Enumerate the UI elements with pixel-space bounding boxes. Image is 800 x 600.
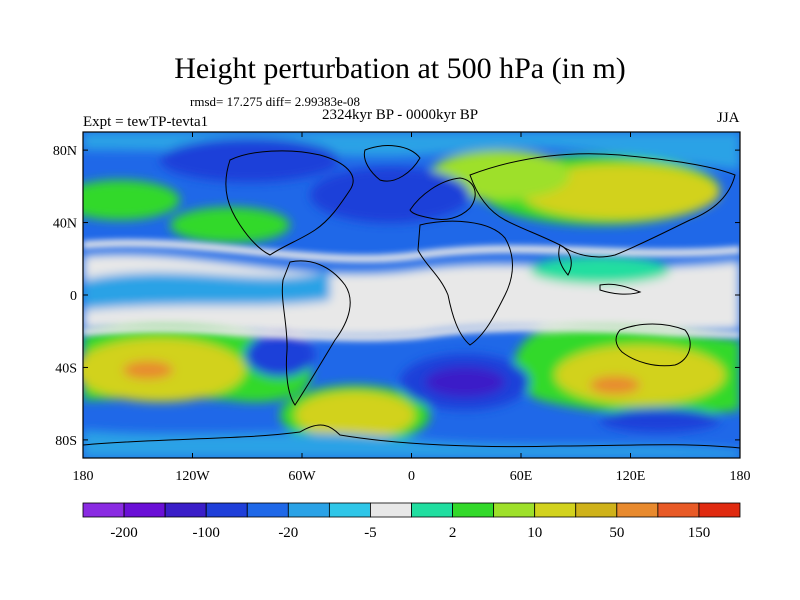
colorbar-swatch (411, 502, 453, 518)
lat-tick-label: 80S (55, 434, 77, 449)
colorbar-label: 10 (527, 525, 542, 541)
statistics-text: rmsd= 17.275 diff= 2.99383e-08 (190, 94, 361, 109)
colorbar-swatch (287, 502, 330, 518)
map-title: Height perturbation at 500 hPa (in m) (174, 52, 626, 85)
colorbar-swatch (575, 502, 618, 518)
colorbar-label: 50 (609, 525, 624, 541)
colorbar-swatch (616, 502, 659, 518)
period-text: 2324kyr BP - 0000kyr BP (322, 107, 479, 123)
colorbar-label: 2 (449, 525, 457, 541)
lon-tick-label: 0 (408, 469, 415, 484)
colorbar-swatch (534, 502, 577, 518)
lat-tick-label: 80N (53, 144, 77, 159)
colorbar-swatch (698, 502, 741, 518)
colorbar-label: -100 (192, 525, 220, 541)
lon-tick-label: 60E (510, 469, 533, 484)
experiment-label: Expt = tewTP-tevta1 (83, 114, 209, 130)
lon-tick-label: 180 (73, 469, 94, 484)
colorbar-swatch (82, 502, 125, 518)
colorbar-swatch (370, 502, 412, 518)
lat-tick-label: 40S (55, 361, 77, 376)
colorbar-swatch (205, 502, 248, 518)
latitude-axis: 80N 40N 0 40S 80S (53, 144, 740, 449)
colorbar-label: -20 (278, 525, 298, 541)
colorbar-swatch (657, 502, 700, 518)
season-label: JJA (717, 110, 740, 126)
colorbar-label: -200 (110, 525, 138, 541)
coastlines (83, 145, 740, 449)
lon-tick-label: 60W (288, 469, 316, 484)
lon-tick-label: 120E (616, 469, 646, 484)
colorbar-label: 150 (688, 525, 711, 541)
height-field (83, 132, 740, 458)
lat-tick-label: 40N (53, 217, 77, 232)
colorbar-label: -5 (364, 525, 377, 541)
colorbar-swatch (328, 502, 371, 518)
lon-tick-label: 120W (175, 469, 210, 484)
lon-tick-label: 180 (730, 469, 751, 484)
colorbar-swatch (452, 502, 495, 518)
lat-tick-label: 0 (70, 289, 77, 304)
colorbar-swatch (246, 502, 289, 518)
colorbar-swatch (493, 502, 536, 518)
colorbar: -200 -100 -20 -5 2 10 50 150 (82, 502, 741, 541)
colorbar-swatch (164, 502, 207, 518)
colorbar-swatch (123, 502, 166, 518)
longitude-axis: 180 120W 60W 0 60E 120E 180 (73, 132, 751, 484)
